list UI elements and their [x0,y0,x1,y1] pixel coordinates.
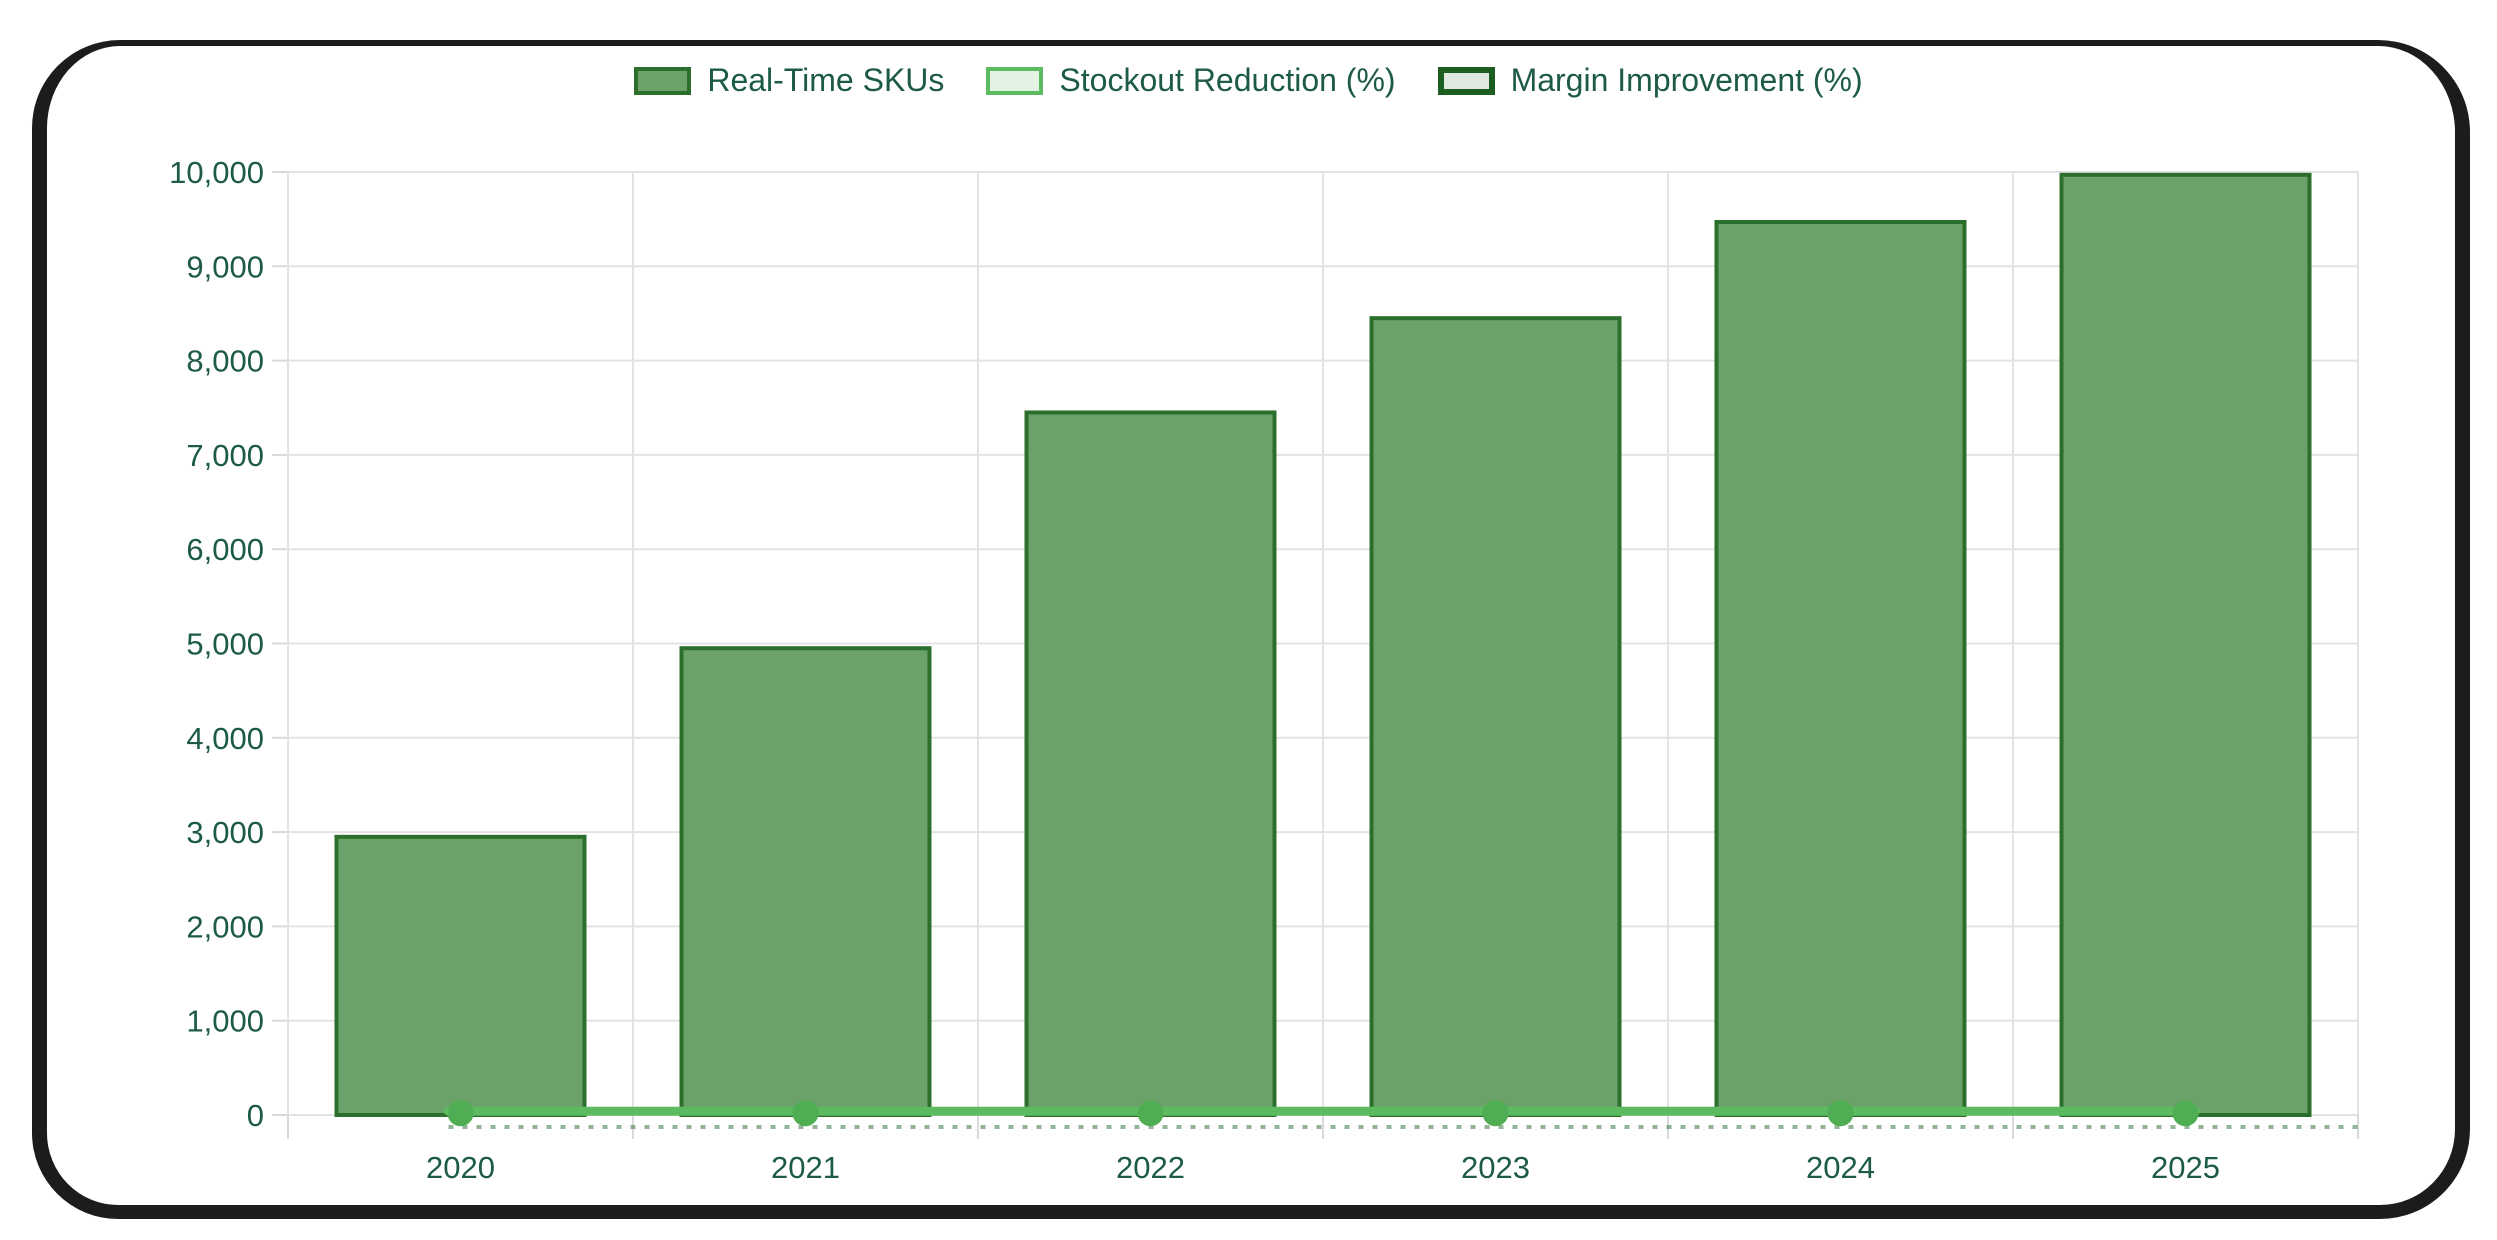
y-tick-label: 1,000 [186,1004,264,1039]
stockout-reduction-point-2025[interactable] [2172,1100,2199,1127]
bar-2022[interactable] [1024,410,1277,1117]
legend-label: Margin Improvement (%) [1510,62,1863,98]
bar-2020[interactable] [334,834,587,1117]
y-tick-label: 10,000 [169,155,264,190]
y-tick-label: 2,000 [186,909,264,944]
legend-item-2[interactable]: Stockout Reduction (%) [986,62,1396,99]
legend-swatch-icon [986,66,1044,95]
x-tick-label: 2023 [1461,1150,1530,1185]
x-tick-label: 2025 [2151,1150,2220,1185]
legend-item-3[interactable]: Margin Improvement (%) [1437,62,1863,99]
y-tick-label: 8,000 [186,344,264,379]
y-tick-label: 9,000 [186,249,264,284]
bar-2024[interactable] [1714,219,1967,1117]
x-tick-label: 2020 [426,1150,495,1185]
x-tick-label: 2022 [1116,1150,1185,1185]
legend-label: Real-Time SKUs [707,62,945,98]
legend-item-1[interactable]: Real-Time SKUs [634,62,944,99]
stockout-reduction-point-2021[interactable] [792,1100,819,1127]
y-tick-label: 4,000 [186,721,264,756]
legend-swatch-icon [634,66,692,95]
x-tick-label: 2024 [1806,1150,1875,1185]
y-tick-label: 5,000 [186,627,264,662]
y-tick-label: 6,000 [186,532,264,567]
chart-legend: Real-Time SKUs Stockout Reduction (%) Marg… [0,62,2497,99]
bar-2023[interactable] [1369,316,1622,1118]
y-tick-label: 7,000 [186,438,264,473]
stockout-reduction-point-2020[interactable] [447,1100,474,1127]
stockout-reduction-point-2023[interactable] [1482,1100,1509,1127]
legend-label: Stockout Reduction (%) [1059,62,1396,98]
bar-2021[interactable] [679,646,932,1118]
y-tick-label: 3,000 [186,815,264,850]
stockout-reduction-point-2024[interactable] [1827,1100,1854,1127]
y-tick-label: 0 [247,1098,264,1133]
stockout-reduction-point-2022[interactable] [1137,1100,1164,1127]
legend-swatch-icon [1437,66,1495,95]
x-tick-label: 2021 [771,1150,840,1185]
bar-2025[interactable] [2059,172,2312,1118]
